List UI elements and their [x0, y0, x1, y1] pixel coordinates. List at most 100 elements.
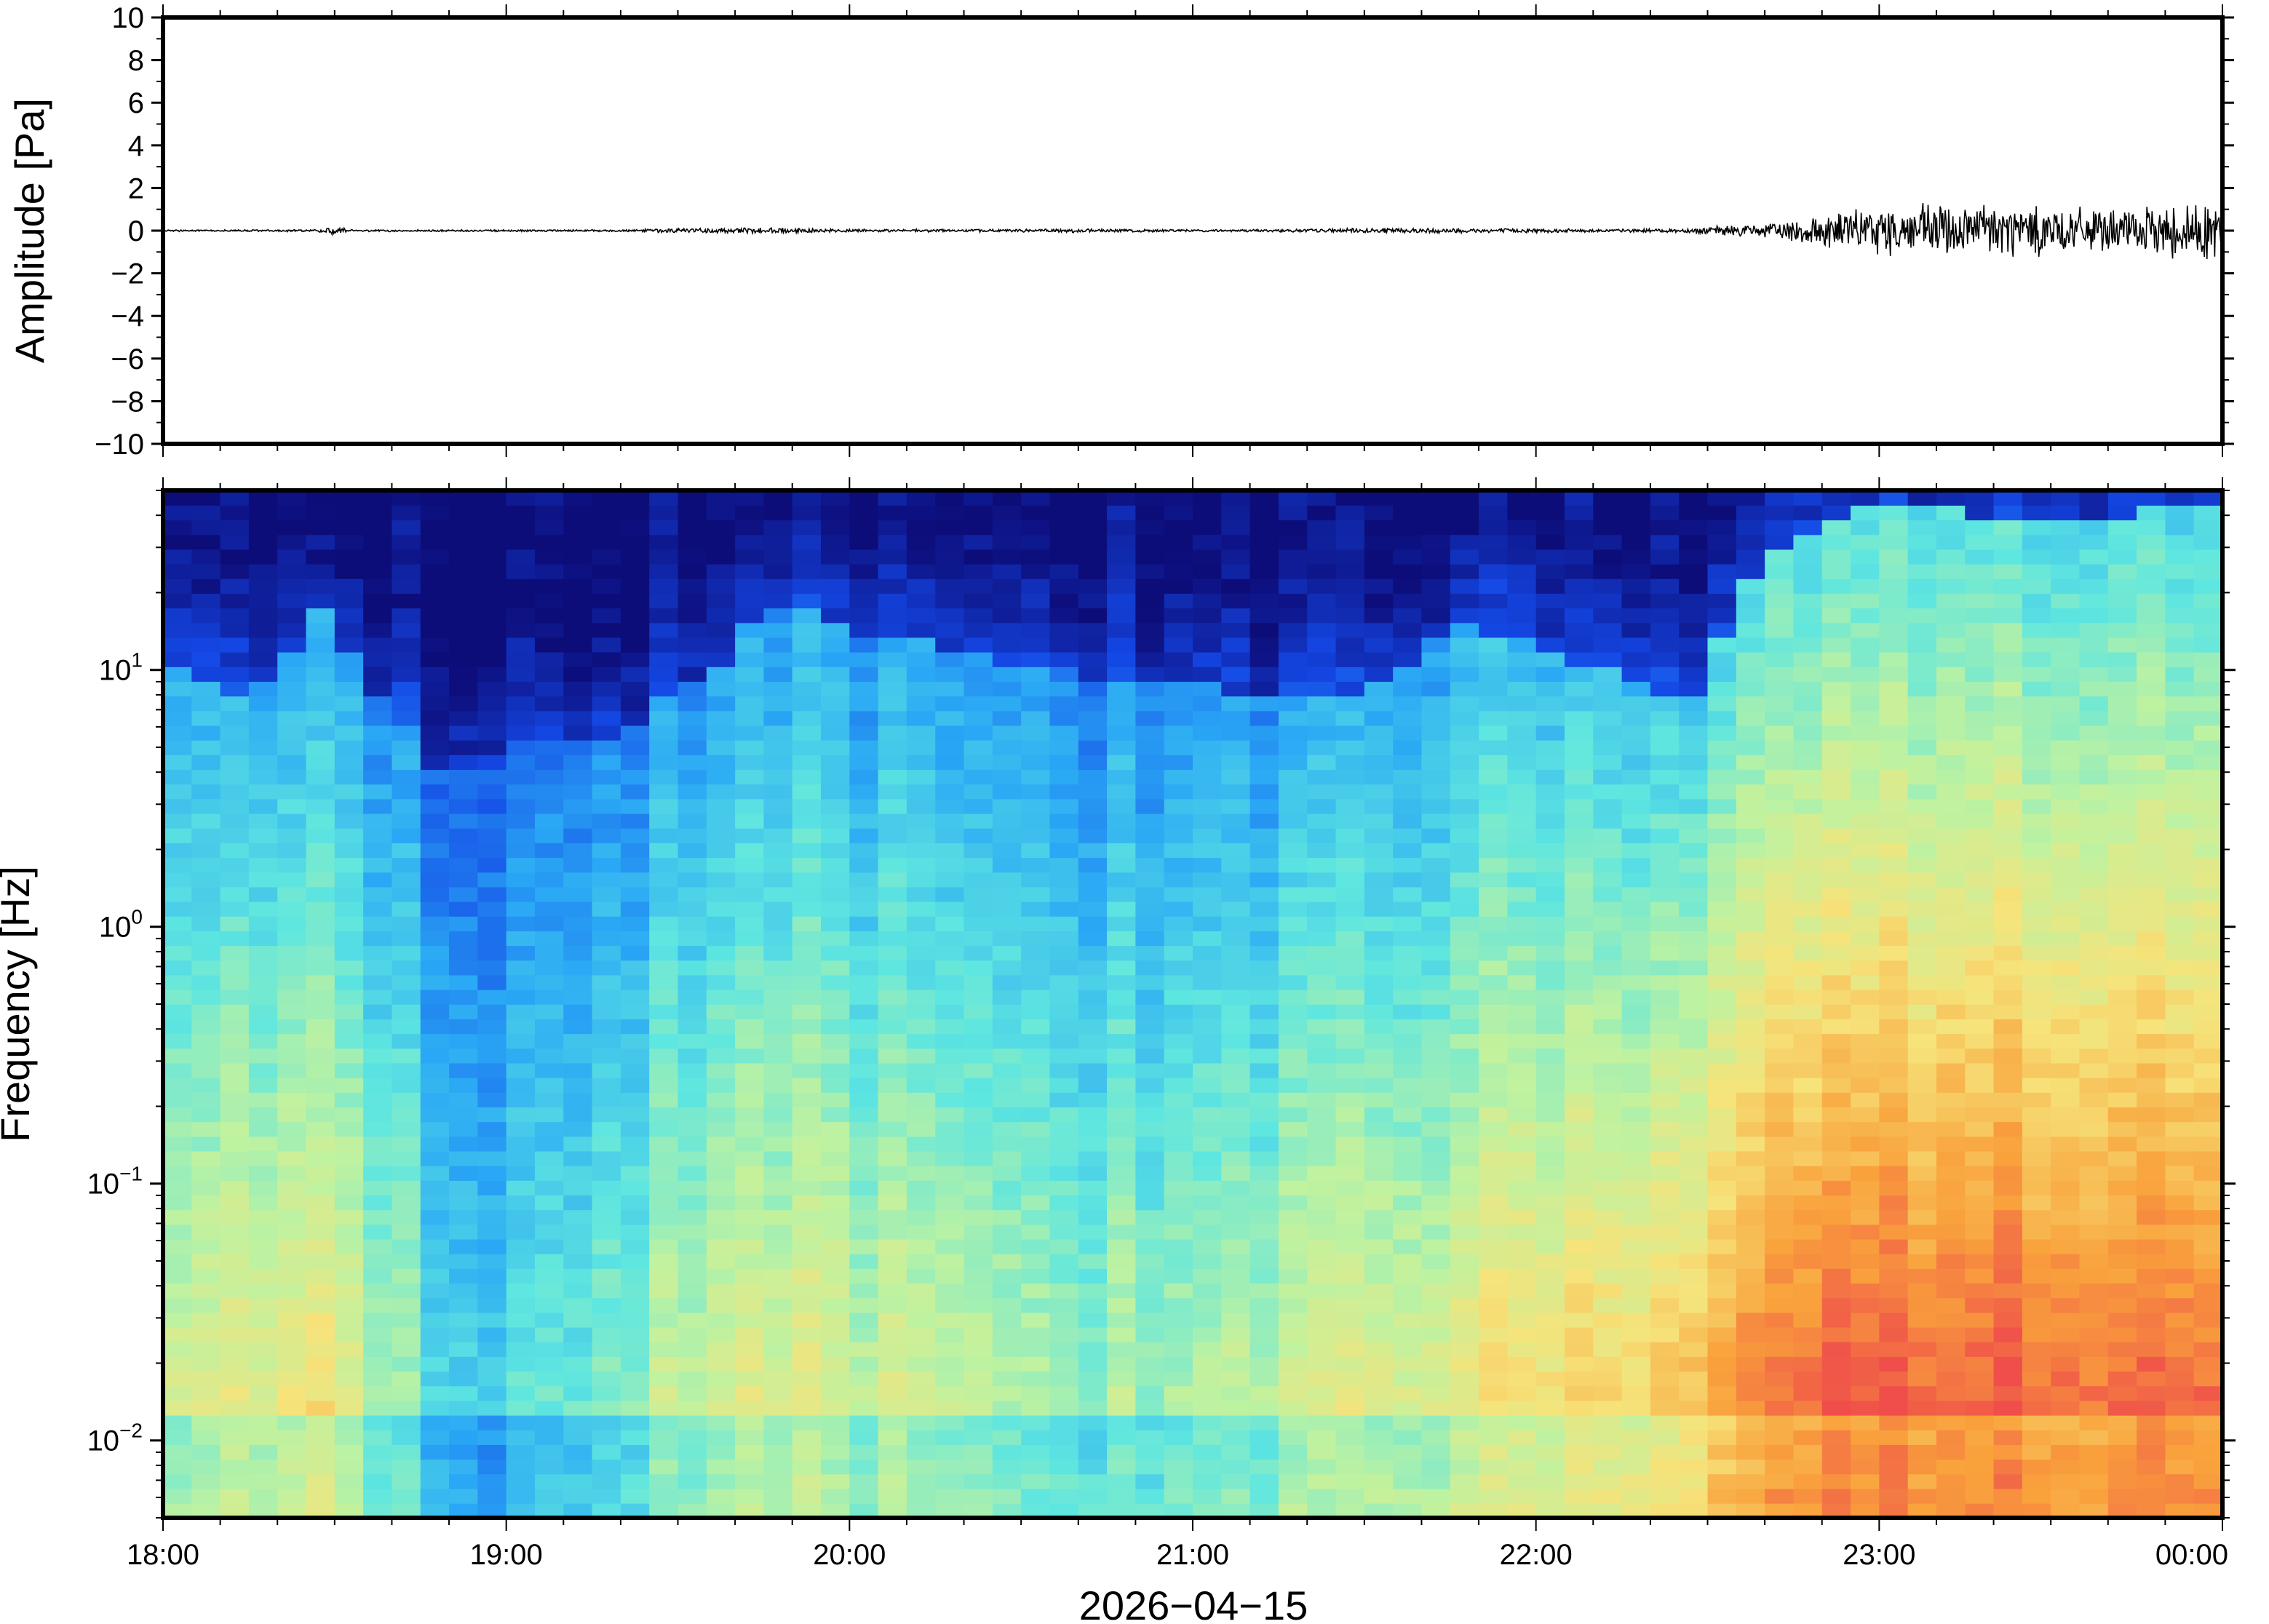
spectrogram-cell: [1278, 1180, 1308, 1196]
spectrogram-cell: [1564, 505, 1594, 521]
spectrogram-cell: [477, 578, 507, 594]
spectrogram-cell: [363, 1385, 393, 1401]
spectrogram-cell: [821, 755, 851, 771]
spectrogram-cell: [963, 872, 993, 888]
spectrogram-cell: [1364, 1150, 1394, 1166]
spectrogram-cell: [2137, 1165, 2166, 1181]
spectrogram-cell: [1736, 960, 1765, 976]
spectrogram-cell: [878, 1033, 907, 1049]
spectrogram-cell: [1736, 1356, 1765, 1372]
spectrogram-cell: [1393, 945, 1423, 961]
spectrogram-cell: [506, 1077, 536, 1093]
spectrogram-cell: [1936, 1429, 1966, 1445]
spectrogram-cell: [1450, 534, 1479, 550]
spectrogram-cell: [248, 549, 279, 565]
spectrogram-cell: [191, 1224, 221, 1240]
spectrogram-cell: [506, 798, 536, 814]
spectrogram-cell: [706, 1297, 736, 1313]
spectrogram-cell: [735, 1136, 765, 1152]
spectrogram-cell: [878, 1356, 907, 1372]
spectrogram-cell: [992, 549, 1022, 565]
spectrogram-cell: [1879, 666, 1909, 682]
spectrogram-cell: [1936, 798, 1966, 814]
spectrogram-cell: [992, 1488, 1022, 1504]
spectrogram-cell: [248, 520, 279, 536]
spectrogram-cell: [1993, 989, 2023, 1005]
spectrogram-cell: [906, 1121, 937, 1137]
spectrogram-cell: [1021, 1077, 1051, 1093]
spectrogram-cell: [1564, 1004, 1594, 1019]
spectrogram-cell: [1707, 739, 1737, 755]
spectrogram-cell: [1993, 872, 2023, 888]
spectrogram-cell: [1736, 1444, 1765, 1460]
spectrogram-cell: [392, 1062, 421, 1078]
spectrogram-cell: [1936, 1180, 1966, 1196]
spectrogram-cell: [420, 1180, 450, 1196]
spectrogram-cell: [592, 651, 621, 667]
spectrogram-cell: [1965, 1180, 1995, 1196]
spectrogram-cell: [534, 827, 565, 843]
spectrogram-cell: [191, 520, 221, 536]
spectrogram-cell: [992, 651, 1022, 667]
spectrogram-cell: [620, 1502, 650, 1518]
spectrogram-cell: [1450, 1326, 1479, 1342]
spectrogram-cell: [1278, 1385, 1308, 1401]
spectrogram-cell: [1965, 901, 1995, 917]
spectrogram-cell: [1993, 490, 2023, 506]
spectrogram-cell: [1164, 520, 1193, 536]
spectrogram-cell: [1736, 974, 1765, 990]
spectrogram-cell: [477, 872, 507, 888]
spectrogram-cell: [363, 945, 393, 961]
spectrogram-cell: [449, 1224, 479, 1240]
spectrogram-cell: [1564, 1312, 1594, 1328]
spectrogram-cell: [1278, 1297, 1308, 1313]
spectrogram-cell: [1879, 1062, 1909, 1078]
spectrogram-cell: [1936, 637, 1966, 653]
spectrogram-cell: [1335, 1297, 1365, 1313]
spectrogram-cell: [620, 505, 650, 521]
spectrogram-cell: [1049, 827, 1079, 843]
spectrogram-cell: [1107, 1312, 1137, 1328]
spectrogram-cell: [1535, 490, 1565, 506]
spectrogram-cell: [1593, 725, 1623, 741]
spectrogram-cell: [649, 651, 679, 667]
spectrogram-cell: [1278, 1444, 1308, 1460]
spectrogram-cell: [1307, 813, 1337, 829]
spectrogram-cell: [1736, 578, 1765, 594]
spectrogram-cell: [1965, 1297, 1995, 1313]
spectrogram-cell: [420, 1444, 450, 1460]
spectrogram-cell: [849, 637, 879, 653]
spectrogram-cell: [477, 945, 507, 961]
spectrogram-cell: [992, 1048, 1022, 1064]
spectrogram-cell: [1621, 915, 1651, 931]
spectrogram-cell: [163, 696, 193, 712]
spectrogram-cell: [992, 725, 1022, 741]
spectrogram-cell: [649, 769, 679, 785]
spectrogram-cell: [506, 534, 536, 550]
spectrogram-cell: [1564, 813, 1594, 829]
spectrogram-cell: [1107, 622, 1137, 638]
spectrogram-cell: [1679, 769, 1709, 785]
spectrogram-cell: [1335, 813, 1365, 829]
spectrogram-cell: [1821, 1238, 1851, 1254]
spectrogram-cell: [1621, 1121, 1651, 1137]
spectrogram-cell: [392, 637, 421, 653]
spectrogram-cell: [534, 915, 565, 931]
spectrogram-cell: [849, 769, 879, 785]
spectrogram-cell: [792, 1400, 822, 1416]
spectrogram-cell: [1907, 945, 1937, 961]
spectrogram-cell: [534, 1341, 565, 1357]
spectrogram-cell: [363, 710, 393, 726]
spectrogram-cell: [1479, 1371, 1509, 1387]
spectrogram-cell: [706, 725, 736, 741]
spectrogram-cell: [306, 593, 335, 609]
spectrogram-cell: [1364, 989, 1394, 1005]
spectrogram-cell: [592, 1048, 621, 1064]
spectrogram-cell: [1765, 1400, 1795, 1416]
spectrogram-cell: [849, 622, 879, 638]
spectrogram-cell: [248, 857, 279, 873]
spectrogram-cell: [2107, 725, 2137, 741]
spectrogram-cell: [592, 622, 621, 638]
spectrogram-cell: [1650, 651, 1680, 667]
